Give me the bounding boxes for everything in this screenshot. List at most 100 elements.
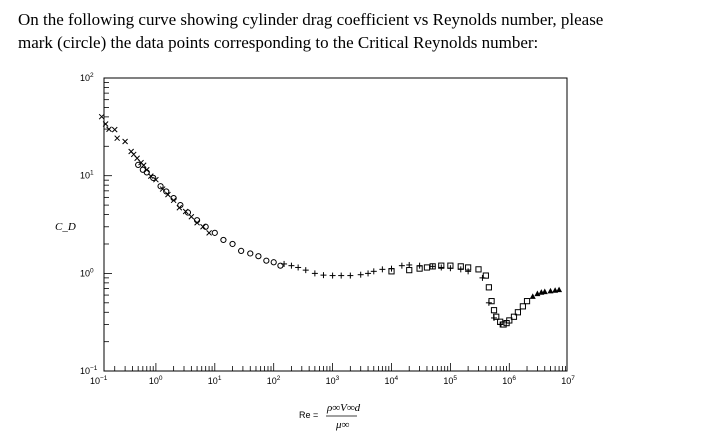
x-tick-label: 106 [502, 375, 516, 386]
x-axis-label-numerator: ρ∞V∞d [326, 402, 361, 414]
data-point-x [165, 191, 171, 198]
y-minor-ticks [104, 82, 112, 372]
data-point-plus [281, 260, 288, 267]
data-point-x [153, 176, 159, 183]
data-point-plus [398, 262, 405, 269]
data-point-plus [338, 272, 345, 279]
data-point-square [465, 264, 472, 271]
data-point-circle [184, 209, 192, 216]
question-text: On the following curve showing cylinder … [18, 8, 708, 54]
y-tick-label: 100 [80, 267, 94, 278]
x-axis-label-prefix: Re = [299, 410, 318, 420]
data-point-square [493, 313, 500, 320]
plot-frame [103, 77, 568, 372]
x-tick-label: 105 [443, 375, 457, 386]
data-point-x [98, 113, 105, 120]
data-point-circle [157, 183, 164, 190]
y-tick-label: 10−1 [80, 365, 98, 376]
x-tick-label: 100 [149, 375, 163, 386]
x-axis-label: Re = ρ∞V∞d μ∞ [299, 402, 361, 431]
data-point-triangle [541, 288, 548, 295]
y-tick-labels: 102 101 100 10−1 [80, 72, 98, 376]
question-line-2: mark (circle) the data points correspond… [18, 33, 539, 52]
data-point-square [406, 267, 413, 274]
x-tick-label: 10−1 [90, 375, 108, 386]
data-point-square [438, 262, 445, 269]
y-axis-label: C_D [55, 221, 76, 233]
data-point-circle [220, 236, 227, 244]
data-point-square [423, 264, 431, 271]
data-point-x [134, 155, 140, 162]
data-point-plus [465, 268, 472, 275]
x-axis-label-denominator: μ∞ [335, 419, 350, 431]
x-tick-label: 103 [326, 375, 340, 386]
data-point-circle [263, 257, 270, 264]
data-point-x [159, 186, 166, 192]
data-point-circle [277, 262, 284, 269]
x-tick-label: 101 [208, 375, 222, 386]
data-point-plus [379, 266, 386, 273]
data-point-square [447, 262, 454, 269]
data-point-square [506, 317, 513, 324]
x-tick-labels: 10−1 100 101 102 103 104 105 106 107 [90, 375, 575, 386]
data-point-triangle [529, 293, 536, 299]
data-point-plus [429, 263, 436, 270]
data-point-circle [150, 174, 157, 181]
data-point-plus [288, 262, 295, 269]
question-line-1: On the following curve showing cylinder … [18, 10, 604, 29]
data-point-circle [270, 259, 277, 266]
x-tick-label: 104 [385, 375, 399, 386]
data-point-circle [135, 161, 142, 168]
data-point-circle [177, 202, 184, 209]
data-point-circle [193, 217, 201, 224]
data-point-plus [365, 270, 372, 277]
data-point-circle [202, 223, 209, 230]
y-tick-label: 101 [80, 170, 94, 181]
data-point-square [490, 307, 498, 314]
data-point-plus [438, 264, 445, 271]
data-point-x [188, 213, 195, 220]
data-point-plus [357, 271, 364, 278]
data-point-circle [238, 247, 245, 254]
data-point-square [523, 298, 531, 305]
data-point-plus [311, 270, 318, 277]
data-point-plus [295, 264, 302, 271]
data-point-square [429, 263, 436, 270]
data-point-plus [320, 272, 327, 279]
data-point-x [206, 230, 212, 236]
data-point-square [475, 266, 482, 273]
data-point-circle [255, 253, 262, 260]
data-point-plus [329, 272, 336, 279]
data-point-square [416, 265, 423, 272]
data-point-square [510, 313, 518, 320]
data-point-triangle [547, 287, 554, 294]
data-point-square [457, 263, 464, 270]
data-point-square [485, 284, 492, 291]
data-point-x [102, 121, 109, 127]
data-point-circle [143, 169, 150, 176]
data-point-x [114, 135, 121, 142]
data-point-plus [302, 267, 309, 274]
data-point-plus [370, 268, 377, 275]
x-tick-label: 102 [267, 375, 281, 386]
x-minor-ticks [114, 363, 566, 371]
data-point-x [106, 126, 112, 133]
data-point-circle [170, 194, 177, 202]
data-point-x [122, 138, 128, 145]
data-point-square [488, 298, 495, 305]
data-point-circle [211, 229, 218, 236]
data-point-x [111, 126, 118, 133]
data-point-triangle [556, 286, 563, 293]
data-point-circle [163, 188, 170, 195]
data-point-circle [229, 240, 236, 248]
data-point-circle [247, 250, 254, 257]
x-tick-label: 107 [561, 375, 575, 386]
data-point-square [482, 272, 489, 279]
data-point-square [519, 303, 526, 310]
data-point-square [514, 309, 522, 316]
data-point-square [388, 268, 395, 275]
data-point-plus [347, 272, 354, 279]
data-point-plus [406, 261, 413, 268]
y-tick-label: 102 [80, 72, 94, 83]
